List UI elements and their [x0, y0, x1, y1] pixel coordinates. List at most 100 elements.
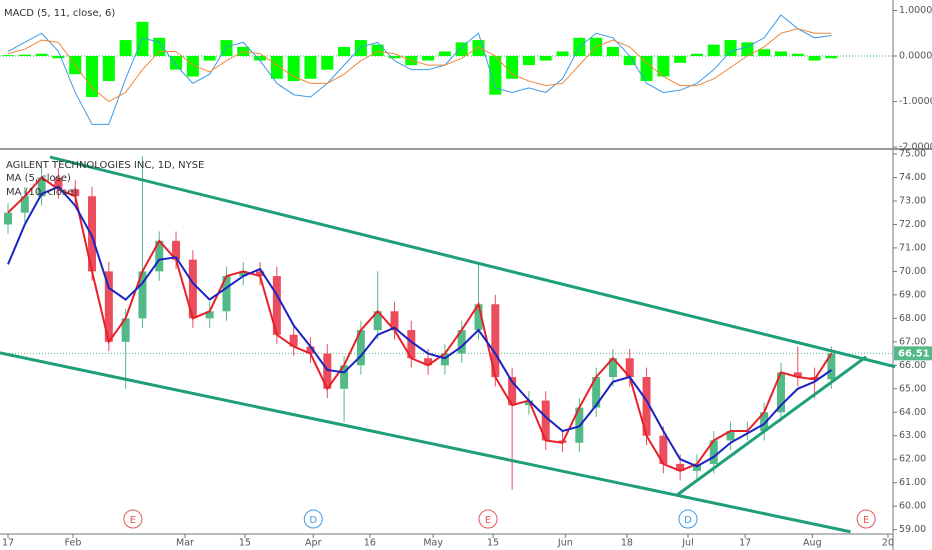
candle-body: [491, 304, 500, 378]
x-tick-label: 16: [364, 538, 376, 549]
histogram-bar: [35, 53, 48, 57]
event-label: E: [485, 515, 491, 526]
legend-ma10: MA (10, close): [6, 187, 77, 198]
histogram-bar: [287, 56, 300, 82]
x-tick-label: Feb: [65, 538, 82, 549]
candle-body: [793, 372, 802, 378]
histogram-bar: [52, 56, 65, 59]
histogram-bar: [539, 56, 552, 61]
macd-title: MACD (5, 11, close, 6): [4, 8, 115, 19]
candle-body: [188, 259, 197, 319]
candle-body: [340, 365, 349, 389]
candle-body: [289, 334, 298, 347]
x-tick-label: 17: [739, 538, 751, 549]
y-tick-label: 67.00: [899, 336, 926, 347]
histogram-bar: [522, 56, 535, 66]
candle-body: [172, 240, 181, 260]
candle-body: [508, 377, 517, 406]
candle-body: [827, 353, 836, 380]
y-tick-label: 62.00: [899, 454, 926, 465]
histogram-bar: [18, 54, 31, 57]
candle-body: [54, 177, 63, 190]
y-tick-label: 71.00: [899, 242, 926, 253]
candle-body: [457, 330, 466, 354]
candle-body: [760, 412, 769, 432]
x-tick-label: Aug: [803, 538, 822, 549]
histogram-bar: [707, 44, 720, 57]
histogram-bar: [657, 56, 670, 77]
event-label: D: [309, 515, 317, 526]
event-marker: [123, 509, 143, 529]
histogram-bar: [338, 46, 351, 57]
candle-body: [407, 330, 416, 359]
x-tick-label: 18: [621, 538, 633, 549]
candle-body: [121, 318, 130, 342]
y-tick-label: 60.00: [899, 501, 926, 512]
histogram-bar: [438, 51, 451, 57]
histogram-bar: [119, 40, 132, 57]
event-marker: [478, 509, 498, 529]
histogram-bar: [86, 56, 99, 97]
y-tick-label: 65.00: [899, 383, 926, 394]
histogram-bar: [606, 46, 619, 57]
candle-body: [138, 271, 147, 319]
histogram-bar: [791, 53, 804, 57]
candle-body: [88, 196, 97, 272]
histogram-bar: [724, 40, 737, 57]
y-tick-label: 70.00: [899, 266, 926, 277]
line-series: [7, 14, 832, 125]
candle-body: [776, 372, 785, 413]
candle-body: [726, 431, 735, 441]
candle-body: [239, 271, 248, 277]
y-tick-label: 72.00: [899, 219, 926, 230]
last-price-label: 66.51: [898, 348, 930, 359]
histogram-bar: [270, 56, 283, 79]
histogram-bar: [186, 56, 199, 77]
candle-body: [474, 304, 483, 331]
y-tick-label: 69.00: [899, 289, 926, 300]
event-label: D: [684, 515, 692, 526]
trendline: [49, 155, 896, 369]
y-tick-label: 68.00: [899, 313, 926, 324]
y-tick-label: 66.00: [899, 360, 926, 371]
y-tick-label: 75.00: [899, 148, 926, 159]
event-label: E: [130, 515, 136, 526]
candle-body: [222, 276, 231, 312]
candle-body: [390, 311, 399, 331]
histogram-bar: [506, 56, 519, 79]
histogram-bar: [556, 51, 569, 57]
line-series: [7, 28, 832, 103]
candle-body: [709, 440, 718, 464]
candle-body: [256, 271, 265, 277]
histogram-bar: [102, 56, 115, 82]
histogram-bar: [321, 56, 334, 70]
candle-body: [71, 189, 80, 197]
y-tick-label: 73.00: [899, 195, 926, 206]
x-tick-label: Apr: [305, 538, 322, 549]
event-marker: [856, 509, 876, 529]
candle-body: [20, 196, 29, 213]
plot: 1.0000 0.0000 -1.0000 -2.0000 59.00 60.00 61.0…: [0, 5, 932, 549]
last-price-box: [894, 346, 932, 361]
y-tick-label: 74.00: [899, 172, 926, 183]
y-tick-label: 1.0000: [899, 5, 932, 16]
candle-body: [4, 212, 13, 225]
histogram-bar: [388, 56, 401, 59]
y-tick-label: 0.0000: [899, 51, 932, 62]
histogram-bar: [623, 56, 636, 66]
candle-body: [306, 346, 315, 354]
candle-body: [608, 358, 617, 378]
x-tick-label: Jun: [557, 538, 573, 549]
histogram-bar: [2, 55, 15, 57]
x-tick-label: 15: [487, 538, 499, 549]
candle-body: [373, 311, 382, 331]
candle-body: [272, 276, 281, 335]
x-tick-label: 15: [239, 538, 251, 549]
x-tick-label: 20: [882, 538, 894, 549]
candle-body: [37, 177, 46, 197]
y-tick-label: -1.0000: [899, 96, 932, 107]
histogram-bar: [808, 56, 821, 61]
y-tick-label: 59.00: [899, 524, 926, 535]
